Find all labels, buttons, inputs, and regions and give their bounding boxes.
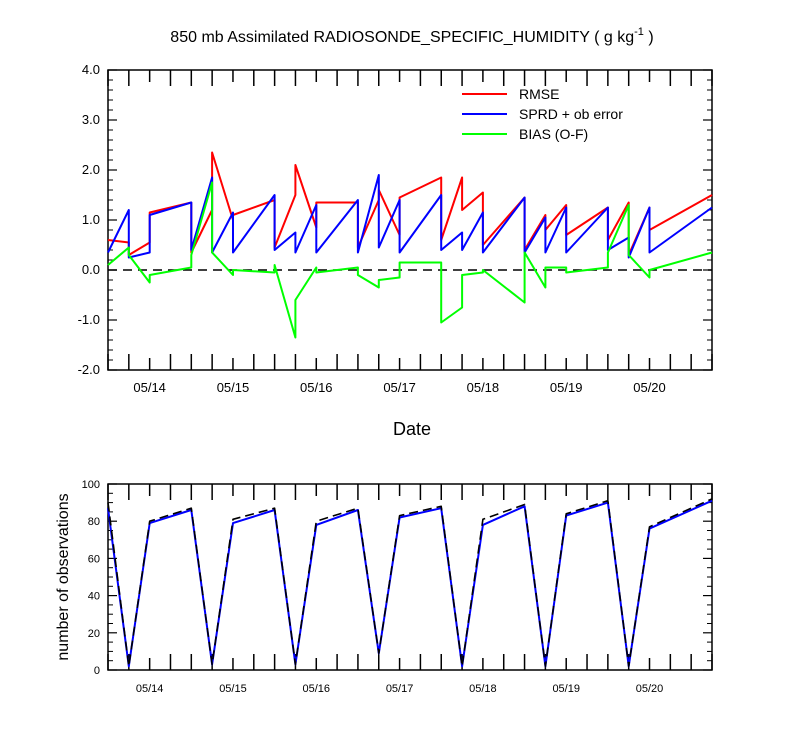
x-tick-label: 05/14 (133, 380, 166, 395)
series-line-rmse (107, 151, 713, 256)
x-axis-label: Date (393, 419, 431, 439)
x-tick-label: 05/20 (633, 380, 666, 395)
y-tick-label: 80 (88, 516, 100, 528)
y-tick-label: 0 (94, 665, 100, 677)
x-tick-label: 05/18 (467, 380, 500, 395)
plot-frame (107, 483, 713, 671)
legend-label: SPRD + ob error (519, 106, 623, 122)
y-tick-label: -2.0 (78, 362, 100, 377)
y-tick-label: 2.0 (82, 162, 100, 177)
chart-title-main: 850 mb Assimilated RADIOSONDE_SPECIFIC_H… (170, 29, 634, 46)
x-tick-label: 05/16 (303, 683, 331, 695)
y-tick-label: 1.0 (82, 212, 100, 227)
series-line-bias-o-f (107, 181, 713, 339)
y-axis-label-bottom: number of observations (55, 493, 72, 660)
top-chart: -2.0 -1.0 0.0 1.0 2.0 3.0 4.0 05/14 05/15 05/16 05… (78, 62, 713, 395)
x-tick-label: 05/17 (386, 683, 414, 695)
x-tick-label: 05/14 (136, 683, 164, 695)
chart-title: 850 mb Assimilated RADIOSONDE_SPECIFIC_H… (170, 26, 653, 46)
y-tick-label: 20 (88, 628, 100, 640)
legend-label: BIAS (O-F) (519, 126, 588, 142)
y-tick-label: -1.0 (78, 312, 100, 327)
y-tick-label: 100 (82, 479, 100, 491)
x-tick-label: 05/15 (219, 683, 247, 695)
bottom-chart: 0 20 40 60 80 100 05/14 05/15 05/16 05/17 05/18 05/… (82, 479, 713, 695)
chart-title-superscript: -1 (634, 26, 644, 38)
legend-label: RMSE (519, 86, 559, 102)
y-tick-label: 0.0 (82, 262, 100, 277)
x-tick-label: 05/17 (383, 380, 416, 395)
x-tick-label: 05/15 (217, 380, 250, 395)
y-tick-label: 40 (88, 591, 100, 603)
series-line-1 (107, 498, 713, 668)
series-line-0 (107, 499, 713, 668)
x-tick-label: 05/19 (550, 380, 583, 395)
y-tick-label: 4.0 (82, 62, 100, 77)
x-tick-label: 05/18 (469, 683, 497, 695)
x-tick-label: 05/19 (552, 683, 580, 695)
x-tick-label: 05/16 (300, 380, 333, 395)
y-tick-label: 60 (88, 553, 100, 565)
chart-title-end: ) (644, 29, 654, 46)
x-tick-label: 05/20 (636, 683, 664, 695)
series-line-sprd-ob-error (107, 174, 713, 259)
y-tick-label: 3.0 (82, 112, 100, 127)
